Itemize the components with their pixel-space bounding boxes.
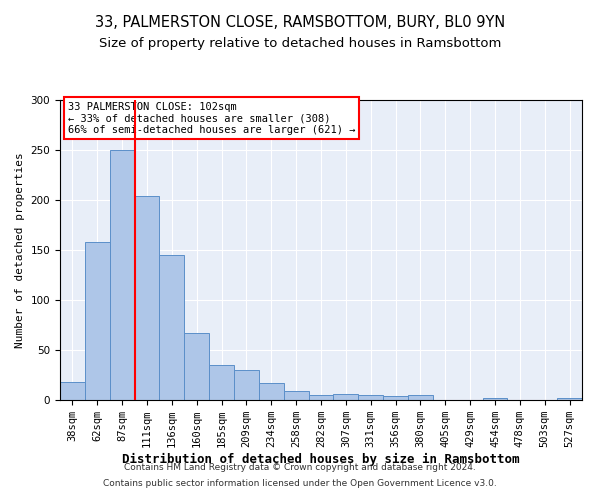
Bar [557, 398, 582, 400]
Text: 33, PALMERSTON CLOSE, RAMSBOTTOM, BURY, BL0 9YN: 33, PALMERSTON CLOSE, RAMSBOTTOM, BURY, … [95, 15, 505, 30]
X-axis label: Distribution of detached houses by size in Ramsbottom: Distribution of detached houses by size … [122, 453, 520, 466]
Text: Contains public sector information licensed under the Open Government Licence v3: Contains public sector information licen… [103, 478, 497, 488]
Text: Size of property relative to detached houses in Ramsbottom: Size of property relative to detached ho… [99, 38, 501, 51]
Bar [85, 242, 110, 400]
Bar [134, 196, 160, 400]
Bar [184, 333, 209, 400]
Bar [110, 150, 134, 400]
Bar [259, 383, 284, 400]
Bar [308, 395, 334, 400]
Bar [358, 395, 383, 400]
Bar [209, 365, 234, 400]
Bar [60, 382, 85, 400]
Bar [234, 370, 259, 400]
Bar [284, 391, 308, 400]
Bar [334, 394, 358, 400]
Bar [482, 398, 508, 400]
Bar [383, 396, 408, 400]
Bar [408, 395, 433, 400]
Bar [160, 255, 184, 400]
Y-axis label: Number of detached properties: Number of detached properties [15, 152, 25, 348]
Text: 33 PALMERSTON CLOSE: 102sqm
← 33% of detached houses are smaller (308)
66% of se: 33 PALMERSTON CLOSE: 102sqm ← 33% of det… [68, 102, 355, 134]
Text: Contains HM Land Registry data © Crown copyright and database right 2024.: Contains HM Land Registry data © Crown c… [124, 464, 476, 472]
